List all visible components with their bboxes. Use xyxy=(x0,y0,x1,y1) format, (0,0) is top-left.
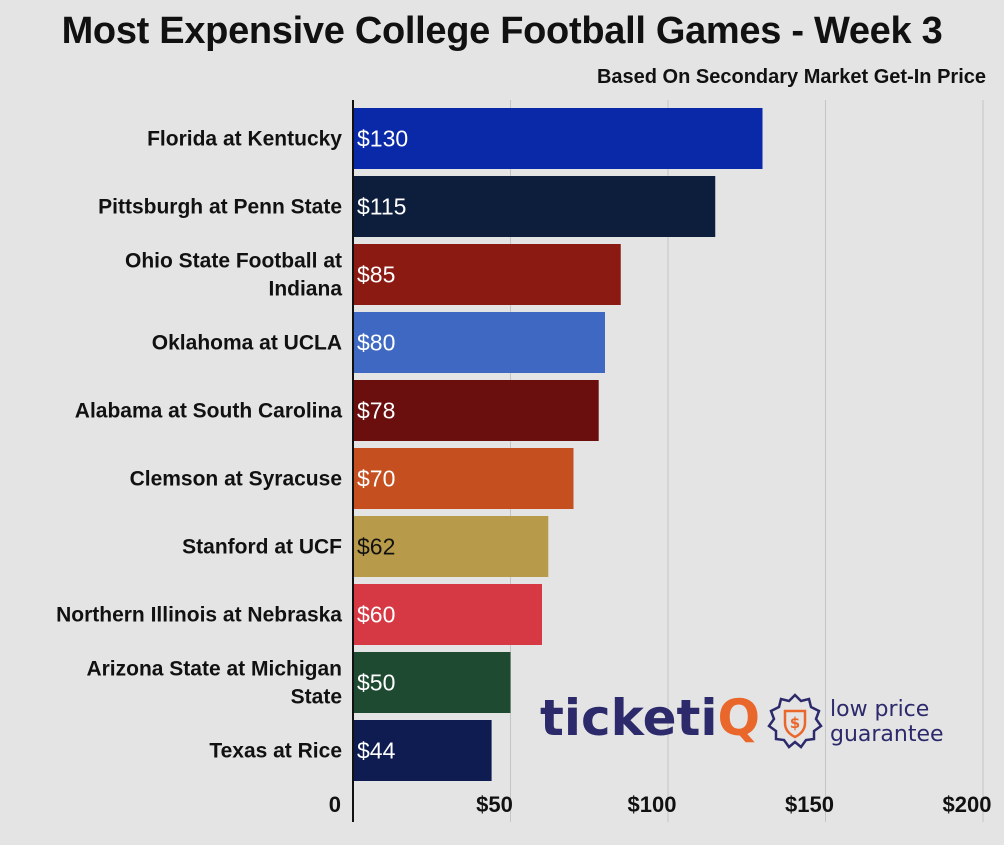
bar-value-label: $78 xyxy=(357,398,395,424)
logo-tagline-2: guarantee xyxy=(830,722,944,747)
x-tick-label: $200 xyxy=(943,792,992,817)
x-tick-label: $150 xyxy=(785,792,834,817)
bar-value-label: $115 xyxy=(357,194,406,220)
category-label: Indiana xyxy=(268,278,342,301)
bar-value-label: $130 xyxy=(357,126,408,152)
category-label: Ohio State Football at xyxy=(125,250,342,273)
chart-subtitle: Based On Secondary Market Get-In Price xyxy=(596,66,986,88)
bar xyxy=(353,312,605,373)
bar-value-label: $60 xyxy=(357,602,395,628)
bar xyxy=(353,244,621,305)
bar-value-label: $62 xyxy=(357,534,395,560)
bar xyxy=(353,108,763,169)
bar xyxy=(353,516,549,577)
x-tick-label: 0 xyxy=(329,792,341,817)
category-label: Oklahoma at UCLA xyxy=(152,332,342,355)
category-label: Arizona State at Michigan xyxy=(86,658,342,681)
bar-value-label: $70 xyxy=(357,466,395,492)
category-label: Alabama at South Carolina xyxy=(75,400,343,423)
bar xyxy=(353,380,599,441)
category-label: Florida at Kentucky xyxy=(147,128,342,151)
category-labels: Florida at Kentucky Pittsburgh at Penn St… xyxy=(56,128,342,763)
bar-value-label: $80 xyxy=(357,330,395,356)
category-label: State xyxy=(291,686,342,709)
x-axis-ticks: 0 $50 $100 $150 $200 xyxy=(329,792,992,817)
logo-wordmark: ticketiQ xyxy=(540,689,760,747)
chart-title: Most Expensive College Football Games - … xyxy=(61,10,943,52)
ticketiq-logo: ticketiQ $ low price guarantee xyxy=(540,689,944,749)
dollar-badge-icon: $ xyxy=(767,693,823,749)
bar xyxy=(353,176,716,237)
bar-value-label: $50 xyxy=(357,670,395,696)
bars: $130 $115 $85 $80 $78 $70 $62 $60 $50 $44 xyxy=(353,108,763,781)
category-label: Texas at Rice xyxy=(209,740,342,763)
svg-text:$: $ xyxy=(790,714,800,732)
bar xyxy=(353,720,492,781)
category-label: Stanford at UCF xyxy=(182,536,342,559)
bar-value-label: $85 xyxy=(357,262,395,288)
x-tick-label: $50 xyxy=(476,792,513,817)
bar xyxy=(353,448,574,509)
category-label: Pittsburgh at Penn State xyxy=(98,196,342,219)
bar-value-label: $44 xyxy=(357,738,396,764)
logo-tagline-1: low price xyxy=(830,697,929,722)
x-tick-label: $100 xyxy=(628,792,677,817)
bar xyxy=(353,584,542,645)
category-label: Clemson at Syracuse xyxy=(130,468,342,491)
bar xyxy=(353,652,511,713)
category-label: Northern Illinois at Nebraska xyxy=(56,604,342,627)
